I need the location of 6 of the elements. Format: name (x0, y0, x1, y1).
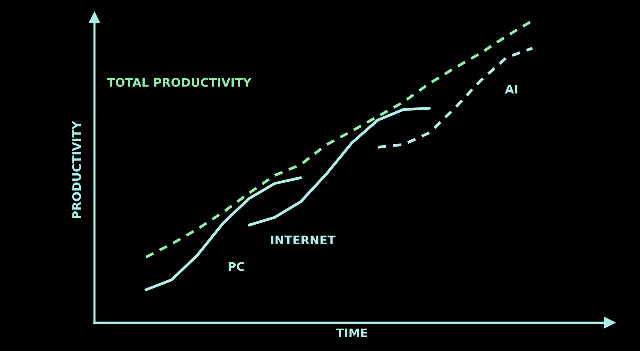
series-label: INTERNET (271, 236, 336, 245)
text: TOTAL PRODUCTIVITY (107, 78, 252, 88)
x-axis-title: TIME (336, 328, 368, 338)
text: PC (228, 262, 244, 272)
y-axis-title: PRODUCTIVITY (72, 121, 82, 219)
series-label: AI (505, 85, 518, 94)
